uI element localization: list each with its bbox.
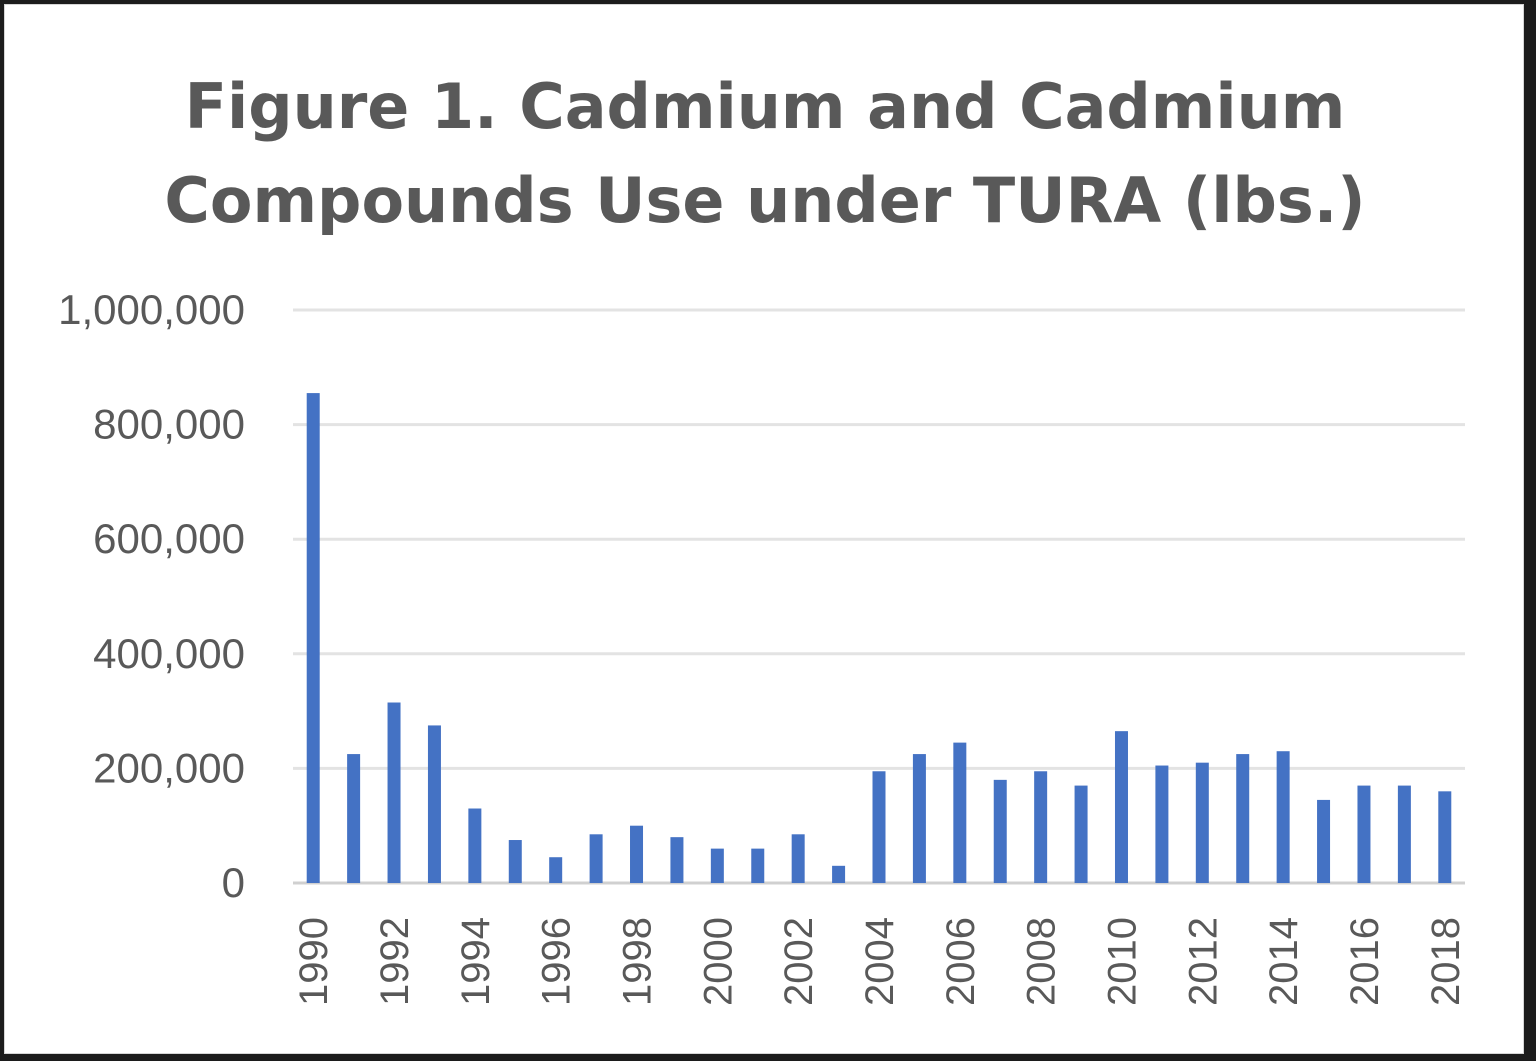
x-tick-label: 2018 (1424, 917, 1468, 1006)
bar-2002 (791, 834, 805, 883)
bar-1994 (468, 808, 482, 883)
x-tick-label: 2000 (696, 917, 740, 1006)
bar-2004 (872, 771, 886, 883)
x-tick-label: 1998 (616, 917, 660, 1006)
bar-1990 (306, 393, 320, 883)
x-tick-label: 1992 (373, 917, 417, 1006)
bar-1996 (549, 857, 563, 883)
bar-2000 (710, 848, 724, 883)
bar-2018 (1438, 791, 1452, 883)
bar-1995 (508, 840, 522, 883)
bar-2007 (993, 779, 1007, 883)
chart-frame: Figure 1. Cadmium and Cadmium Compounds … (4, 4, 1524, 1054)
y-tick-label: 400,000 (93, 630, 245, 677)
x-tick-label: 2012 (1181, 917, 1225, 1006)
x-tick-label: 2004 (858, 917, 902, 1006)
x-tick-label: 2002 (777, 917, 821, 1006)
bar-2011 (1155, 765, 1169, 883)
bar-1991 (347, 754, 361, 883)
bar-2014 (1276, 751, 1290, 883)
x-tick-label: 1994 (454, 917, 498, 1006)
y-tick-label: 200,000 (93, 744, 245, 791)
x-tick-label: 2010 (1100, 917, 1144, 1006)
y-tick-label: 1,000,000 (58, 286, 245, 333)
bar-2013 (1236, 754, 1250, 883)
bar-2017 (1397, 785, 1411, 883)
bar-chart: 0 200,000 400,000 600,000 800,000 1,000,000 19… (58, 286, 1468, 1006)
bar-2008 (1034, 771, 1048, 883)
y-tick-label: 800,000 (93, 401, 245, 448)
bar-2015 (1317, 799, 1331, 883)
y-tick-label: 600,000 (93, 515, 245, 562)
y-tick-label: 0 (222, 859, 245, 906)
bar-2009 (1074, 785, 1088, 883)
x-tick-label: 2014 (1262, 917, 1306, 1006)
x-tick-label: 1990 (292, 917, 336, 1006)
bar-1992 (387, 702, 401, 883)
x-tick-label: 2016 (1343, 917, 1387, 1006)
bar-1997 (589, 834, 603, 883)
bar-2012 (1195, 762, 1209, 883)
x-tick-label: 2006 (939, 917, 983, 1006)
bar-2006 (953, 742, 967, 883)
bar-2003 (832, 865, 846, 883)
bar-2016 (1357, 785, 1371, 883)
bar-2010 (1114, 731, 1128, 883)
x-tick-label: 2008 (1020, 917, 1064, 1006)
bar-1998 (630, 825, 644, 883)
bar-2005 (912, 754, 926, 883)
bar-1999 (670, 837, 684, 883)
bar-1993 (427, 725, 441, 883)
bar-2001 (751, 848, 765, 883)
x-tick-label: 1996 (535, 917, 579, 1006)
chart-title: Figure 1. Cadmium and Cadmium Compounds … (164, 70, 1366, 237)
